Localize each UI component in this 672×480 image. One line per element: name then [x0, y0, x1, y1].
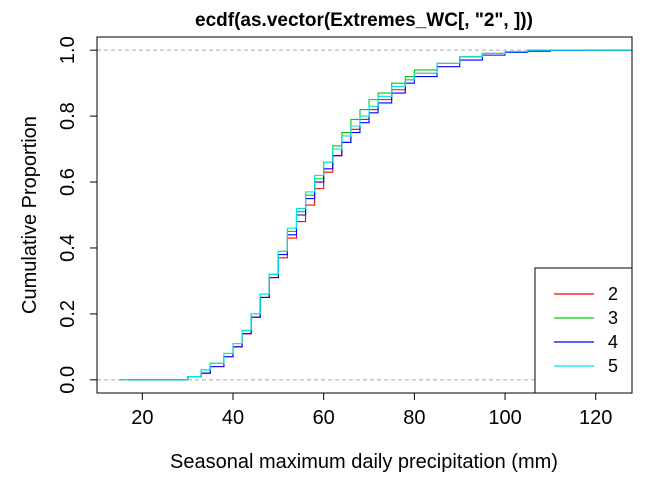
legend-label-2: 2: [608, 284, 618, 304]
legend: 2 3 4 5: [534, 267, 633, 394]
x-tick-label: 120: [579, 407, 612, 429]
x-axis: 20 40 60 80 100 120: [131, 392, 612, 429]
x-tick-label: 60: [313, 407, 335, 429]
x-axis-label: Seasonal maximum daily precipitation (mm…: [170, 451, 558, 473]
chart-title: ecdf(as.vector(Extremes_WC[, "2", ])): [195, 10, 533, 31]
legend-label-4: 4: [608, 332, 618, 352]
series-line-4: [128, 49, 632, 381]
reference-lines: [97, 49, 632, 381]
y-tick-label: 1.0: [57, 36, 79, 64]
y-tick-label: 0.4: [57, 234, 79, 262]
legend-label-5: 5: [608, 356, 618, 376]
y-tick-label: 0.0: [57, 366, 79, 394]
y-tick-label: 0.6: [57, 168, 79, 196]
x-tick-label: 40: [222, 407, 244, 429]
y-tick-label: 0.8: [57, 102, 79, 130]
x-tick-label: 100: [488, 407, 521, 429]
y-tick-label: 0.2: [57, 300, 79, 328]
legend-box: [534, 267, 633, 394]
y-axis: 0.0 0.2 0.4 0.6 0.8 1.0: [57, 36, 98, 394]
legend-label-3: 3: [608, 308, 618, 328]
x-tick-label: 20: [131, 407, 153, 429]
series-line-5: [124, 49, 632, 381]
y-axis-label: Cumulative Proportion: [19, 116, 41, 314]
series-group: [119, 49, 632, 381]
x-tick-label: 80: [403, 407, 425, 429]
